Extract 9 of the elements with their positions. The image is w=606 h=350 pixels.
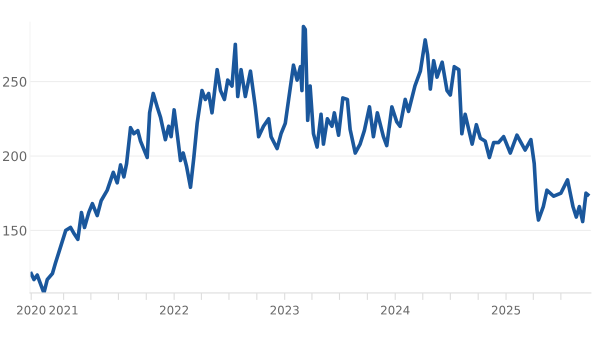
y-tick-label: 250 (3, 76, 26, 87)
x-tick-label: 2022 (160, 306, 188, 315)
y-tick-label: 200 (3, 151, 26, 162)
y-tick-label: 150 (3, 226, 26, 236)
x-tick-label: 2024 (381, 306, 410, 315)
x-tick-label: 2023 (270, 306, 299, 315)
x-tick-label: 2025 (492, 306, 520, 315)
x-tick-label: 2020 (17, 306, 46, 315)
x-tick-label: 2021 (49, 306, 78, 315)
